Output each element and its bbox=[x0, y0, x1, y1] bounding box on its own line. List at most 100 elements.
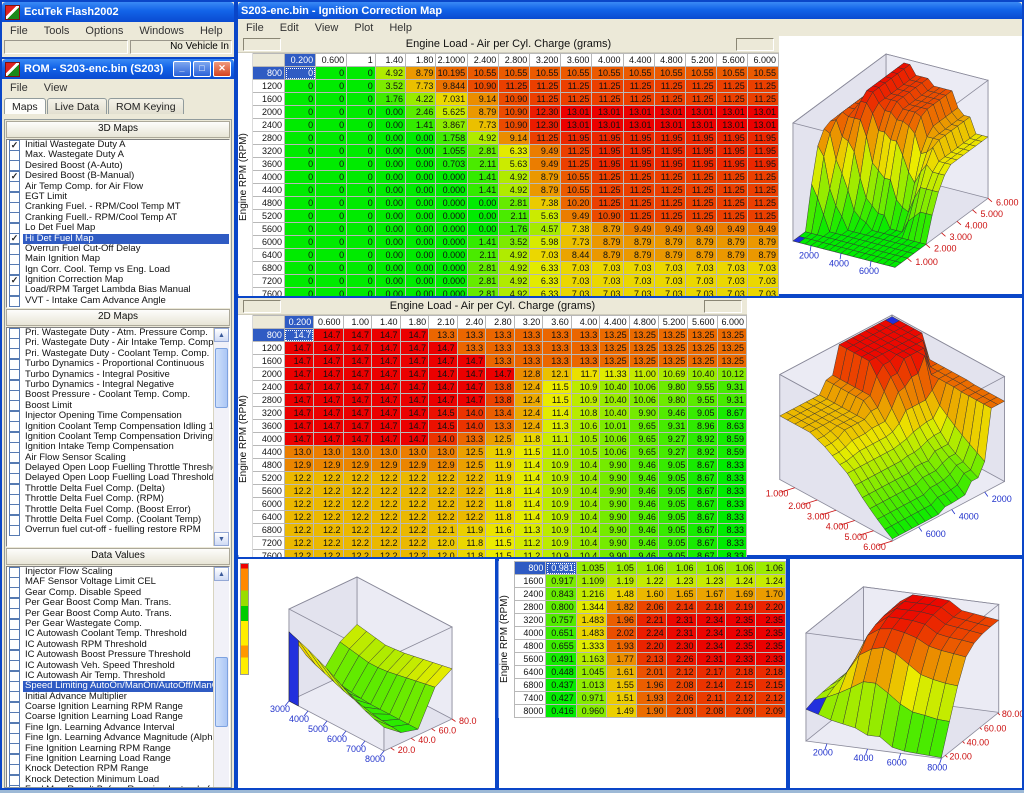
row-header[interactable]: 6000 bbox=[253, 236, 285, 249]
map-cell[interactable]: 13.8 bbox=[486, 381, 515, 394]
map-cell[interactable]: 11.25 bbox=[623, 80, 654, 93]
map-cell[interactable]: 11.25 bbox=[747, 210, 778, 223]
map-cell[interactable]: 2.34 bbox=[696, 640, 726, 653]
map-cell[interactable]: 12.2 bbox=[314, 472, 343, 485]
map-cell[interactable]: 4.92 bbox=[499, 171, 530, 184]
checkbox[interactable] bbox=[9, 359, 20, 370]
map-cell[interactable]: 12.2 bbox=[343, 537, 372, 550]
map-cell[interactable]: 2.15 bbox=[726, 679, 756, 692]
map-cell[interactable]: 13.25 bbox=[717, 329, 746, 342]
map-cell[interactable]: 14.7 bbox=[314, 420, 343, 433]
minimize-button[interactable]: _ bbox=[173, 61, 191, 77]
map-cell[interactable]: 1.93 bbox=[636, 692, 666, 705]
row-header[interactable]: 6400 bbox=[253, 249, 285, 262]
checkbox[interactable] bbox=[9, 629, 20, 640]
map-cell[interactable]: 13.3 bbox=[486, 342, 515, 355]
map-cell[interactable]: 14.7 bbox=[284, 381, 313, 394]
col-header[interactable]: 6.000 bbox=[717, 316, 746, 329]
col-header[interactable]: 1.40 bbox=[375, 54, 405, 67]
map-cell[interactable]: 0 bbox=[285, 145, 316, 158]
map-cell[interactable]: 0 bbox=[285, 275, 316, 288]
map-cell[interactable]: 12.2 bbox=[314, 498, 343, 511]
row-header[interactable]: 7400 bbox=[514, 692, 546, 705]
checkbox[interactable] bbox=[9, 577, 20, 588]
map-cell[interactable]: 10.90 bbox=[499, 106, 530, 119]
map-cell[interactable]: 8.59 bbox=[717, 446, 746, 459]
map-cell[interactable]: 14.7 bbox=[314, 342, 343, 355]
map-cell[interactable]: 14.7 bbox=[457, 355, 486, 368]
map-cell[interactable]: 14.7 bbox=[400, 420, 429, 433]
map-cell[interactable]: 9.46 bbox=[629, 498, 658, 511]
map-cell[interactable]: 14.7 bbox=[400, 381, 429, 394]
map-cell[interactable]: 0 bbox=[316, 262, 347, 275]
map-cell[interactable]: 0 bbox=[316, 171, 347, 184]
map-cell[interactable]: 14.0 bbox=[429, 433, 458, 446]
map-cell[interactable]: 0 bbox=[285, 184, 316, 197]
row-header[interactable]: 7200 bbox=[253, 537, 284, 550]
map-cell[interactable]: 8.67 bbox=[688, 524, 717, 537]
map-cell[interactable]: 1.06 bbox=[756, 562, 786, 575]
map-cell[interactable]: 9.49 bbox=[530, 145, 561, 158]
map-cell[interactable]: 9.14 bbox=[499, 132, 530, 145]
map-cell[interactable]: 8.67 bbox=[688, 498, 717, 511]
col-header[interactable]: 1.00 bbox=[343, 316, 372, 329]
map-cell[interactable]: 1.23 bbox=[696, 575, 726, 588]
map-cell[interactable]: 0 bbox=[316, 93, 347, 106]
map-cell[interactable]: 7.73 bbox=[561, 236, 592, 249]
map-cell[interactable]: 0.00 bbox=[468, 197, 499, 210]
map-cell[interactable]: 0.00 bbox=[406, 249, 436, 262]
checkbox[interactable] bbox=[9, 484, 20, 495]
map-cell[interactable]: 10.8 bbox=[571, 407, 600, 420]
menu-help[interactable]: Help bbox=[192, 25, 231, 37]
map-cell[interactable]: 14.7 bbox=[314, 368, 343, 381]
wastegate-3d-plot[interactable]: 200040006000800020.0040.0060.0080.00 bbox=[790, 559, 1022, 788]
col-header[interactable]: 1.80 bbox=[400, 316, 429, 329]
map-cell[interactable]: 13.01 bbox=[654, 106, 685, 119]
map-cell[interactable]: 0 bbox=[347, 184, 376, 197]
map-cell[interactable]: 2.35 bbox=[726, 627, 756, 640]
map-cell[interactable]: 4.22 bbox=[406, 93, 436, 106]
map-cell[interactable]: 11.25 bbox=[716, 210, 747, 223]
row-header[interactable]: 2800 bbox=[514, 601, 546, 614]
map-cell[interactable]: 0 bbox=[316, 119, 347, 132]
map-cell[interactable]: 13.3 bbox=[571, 342, 600, 355]
col-header[interactable]: 0.200 bbox=[285, 54, 316, 67]
map-cell[interactable]: 11.25 bbox=[747, 197, 778, 210]
map-cell[interactable]: 6.33 bbox=[530, 262, 561, 275]
map-cell[interactable]: 7.03 bbox=[561, 275, 592, 288]
map-cell[interactable]: 14.7 bbox=[343, 342, 372, 355]
map-cell[interactable]: 0.00 bbox=[375, 223, 405, 236]
map-cell[interactable]: 13.3 bbox=[457, 342, 486, 355]
checkbox[interactable] bbox=[9, 411, 20, 422]
col-header[interactable]: 2.1000 bbox=[436, 54, 468, 67]
checkbox[interactable] bbox=[9, 348, 20, 359]
map-cell[interactable]: 8.79 bbox=[592, 249, 623, 262]
menu-options[interactable]: Options bbox=[77, 25, 131, 37]
map-cell[interactable]: 10.69 bbox=[658, 368, 687, 381]
map-cell[interactable]: 11.25 bbox=[747, 93, 778, 106]
checkbox[interactable]: ✓ bbox=[9, 233, 20, 244]
row-header[interactable]: 4400 bbox=[253, 446, 284, 459]
map-cell[interactable]: 7.03 bbox=[716, 275, 747, 288]
map-cell[interactable]: 10.01 bbox=[600, 420, 629, 433]
map-cell[interactable]: 14.7 bbox=[343, 394, 372, 407]
map-cell[interactable]: 1.216 bbox=[576, 588, 606, 601]
map-cell[interactable]: 2.12 bbox=[756, 692, 786, 705]
map-cell[interactable]: 11.25 bbox=[685, 210, 716, 223]
map-cell[interactable]: 14.7 bbox=[429, 368, 458, 381]
checkbox[interactable] bbox=[9, 608, 20, 619]
map-cell[interactable]: 9.31 bbox=[717, 394, 746, 407]
map-cell[interactable]: 10.55 bbox=[468, 67, 499, 80]
map-cell[interactable]: 11.25 bbox=[654, 171, 685, 184]
map-cell[interactable]: 12.2 bbox=[314, 511, 343, 524]
checkbox[interactable] bbox=[9, 212, 20, 223]
map-cell[interactable]: 0.981 bbox=[546, 562, 576, 575]
map-cell[interactable]: 14.7 bbox=[284, 355, 313, 368]
map-cell[interactable]: 10.195 bbox=[436, 67, 468, 80]
row-header[interactable]: 800 bbox=[253, 67, 285, 80]
map-cell[interactable]: 0 bbox=[347, 210, 376, 223]
map-cell[interactable]: 14.0 bbox=[457, 420, 486, 433]
map-cell[interactable]: 11.25 bbox=[747, 171, 778, 184]
map-cell[interactable]: 9.46 bbox=[629, 537, 658, 550]
map-cell[interactable]: 12.2 bbox=[457, 498, 486, 511]
